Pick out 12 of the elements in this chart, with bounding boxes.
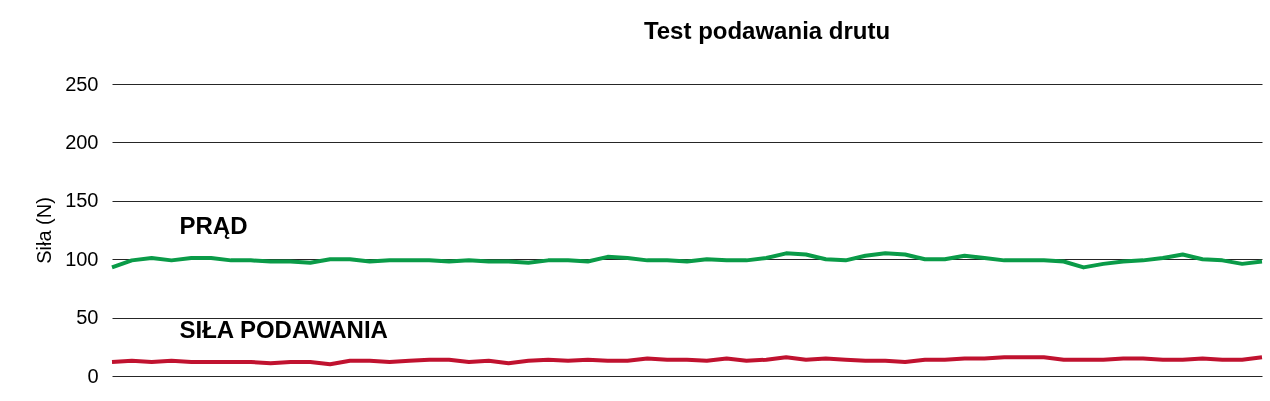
y-tick-label: 250 [65, 72, 99, 95]
y-tick-label: 50 [76, 306, 99, 329]
line-series [110, 355, 1264, 367]
line-series [110, 251, 1264, 270]
y-tick-label: 0 [87, 364, 99, 387]
chart-title: Test podawania drutu [643, 17, 891, 44]
y-axis-title: Siła (N) [33, 197, 56, 264]
series-label: SIŁA PODAWANIA [179, 316, 388, 344]
y-tick-label: 200 [65, 130, 99, 153]
y-tick-label: 100 [65, 247, 99, 270]
y-tick-label: 150 [65, 189, 99, 212]
series-label: PRĄD [179, 212, 248, 240]
